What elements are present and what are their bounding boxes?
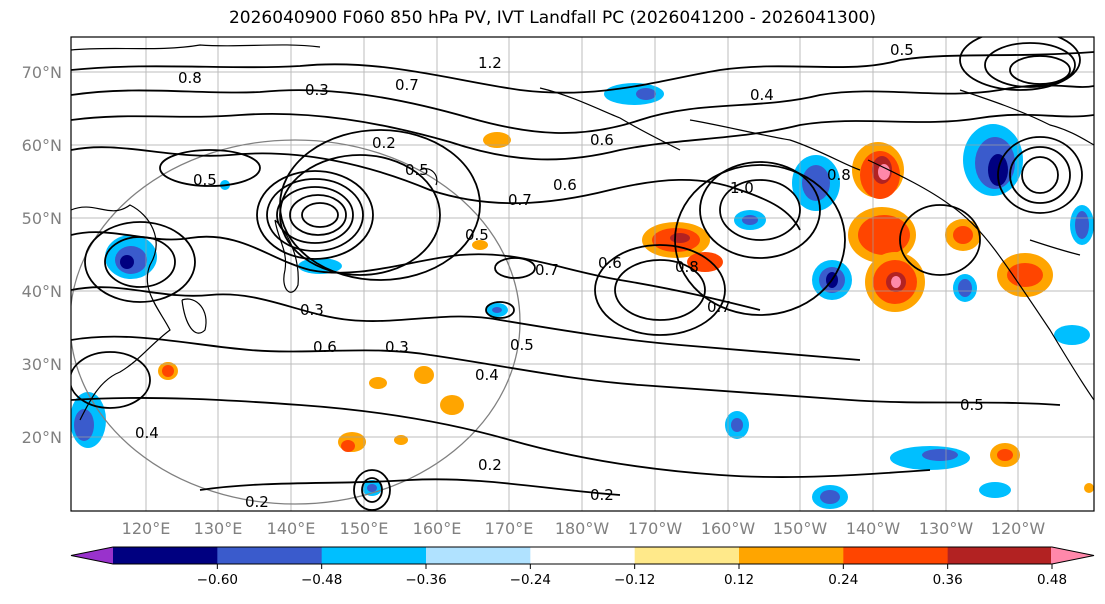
lon-label: 150°E xyxy=(340,519,389,538)
colorbar-tick-label: 0.12 xyxy=(724,572,754,588)
colorbar-tick-label: 0.24 xyxy=(828,572,858,588)
lon-label: 170°W xyxy=(628,519,683,538)
contour-label: 0.4 xyxy=(475,366,499,384)
colorbar-segment xyxy=(739,547,844,564)
colorbar-segment xyxy=(217,547,323,564)
contour-label: 0.3 xyxy=(300,301,324,319)
contour-label: 0.6 xyxy=(553,176,577,194)
contour-label: 0.8 xyxy=(675,258,699,276)
contour-label: 0.6 xyxy=(590,131,614,149)
contour-label: 0.2 xyxy=(590,486,614,504)
contour-label: 1.2 xyxy=(478,54,502,72)
colorbar-segment xyxy=(71,547,114,564)
lon-label: 140°W xyxy=(846,519,901,538)
colorbar-tick-label: −0.12 xyxy=(614,572,655,588)
lat-label: 50°N xyxy=(22,209,62,228)
contour-label: 0.7 xyxy=(508,191,532,209)
contour-label: 0.4 xyxy=(135,424,159,442)
contour-label: 0.5 xyxy=(890,41,914,59)
colorbar-segment xyxy=(634,547,740,564)
contour-label: 0.6 xyxy=(313,338,337,356)
contour-label: 0.3 xyxy=(305,81,329,99)
colorbar-segment xyxy=(530,547,636,564)
contour-labels: 0.8 0.3 0.7 1.2 0.5 0.4 0.2 0.6 0.5 0.5 … xyxy=(135,41,984,511)
distance-ring xyxy=(71,139,521,505)
lon-label: 120°E xyxy=(122,519,171,538)
colorbar-tick-label: 0.48 xyxy=(1037,572,1067,588)
colorbar-segment xyxy=(947,547,1053,564)
contour-label: 0.2 xyxy=(245,493,269,511)
colorbar-tick-label: 0.36 xyxy=(933,572,963,588)
contour-label: 0.2 xyxy=(478,456,502,474)
shading-layer xyxy=(71,83,1094,509)
lon-label: 130°W xyxy=(919,519,974,538)
colorbar-segment xyxy=(321,547,427,564)
contour-label: 0.7 xyxy=(395,76,419,94)
contour-label: 0.6 xyxy=(598,254,622,272)
colorbar-tick-label: −0.60 xyxy=(197,572,238,588)
contour-label: 0.5 xyxy=(510,336,534,354)
lon-label: 120°W xyxy=(991,519,1046,538)
colorbar-segment xyxy=(113,547,218,564)
lon-label: 180°W xyxy=(555,519,610,538)
contour-label: 0.5 xyxy=(465,226,489,244)
colorbar-tick-label: −0.24 xyxy=(510,572,551,588)
contour-label: 0.5 xyxy=(193,171,217,189)
lat-label: 20°N xyxy=(22,428,62,447)
latitude-labels: 70°N 60°N 50°N 40°N 30°N 20°N xyxy=(22,63,62,447)
colorbar-segment xyxy=(426,547,531,564)
colorbar-segment xyxy=(1051,547,1094,564)
contour-label: 0.2 xyxy=(372,134,396,152)
lon-label: 130°E xyxy=(194,519,243,538)
map-frame xyxy=(70,36,1095,512)
contour-label: 0.5 xyxy=(960,396,984,414)
lon-label: 150°W xyxy=(773,519,828,538)
contour-label: 1.0 xyxy=(730,179,754,197)
contour-label: 0.5 xyxy=(405,161,429,179)
lon-label: 160°W xyxy=(701,519,756,538)
colorbar-segment xyxy=(843,547,949,564)
colorbar-tick-label: −0.36 xyxy=(405,572,446,588)
contour-label: 0.7 xyxy=(707,298,731,316)
contour-label: 0.7 xyxy=(535,261,559,279)
colorbar-tick-label: −0.48 xyxy=(301,572,342,588)
lat-label: 30°N xyxy=(22,355,62,374)
lon-label: 160°E xyxy=(413,519,462,538)
lon-label: 170°E xyxy=(485,519,534,538)
lat-label: 40°N xyxy=(22,282,62,301)
contour-label: 0.8 xyxy=(178,69,202,87)
contour-label: 0.4 xyxy=(750,86,774,104)
gridlines xyxy=(71,37,1094,511)
colorbar: −0.60 −0.48 −0.36 −0.24 −0.12 0.12 0.24 0.36 0.4… xyxy=(70,546,1095,588)
longitude-labels: 120°E 130°E 140°E 150°E 160°E 170°E 180°… xyxy=(122,519,1046,538)
contour-label: 0.8 xyxy=(827,166,851,184)
map-title: 2026040900 F060 850 hPa PV, IVT Landfall… xyxy=(228,8,876,28)
lat-label: 60°N xyxy=(22,136,62,155)
lon-label: 140°E xyxy=(267,519,316,538)
contour-label: 0.3 xyxy=(385,338,409,356)
pv-contours xyxy=(71,37,1094,511)
lat-label: 70°N xyxy=(22,63,62,82)
